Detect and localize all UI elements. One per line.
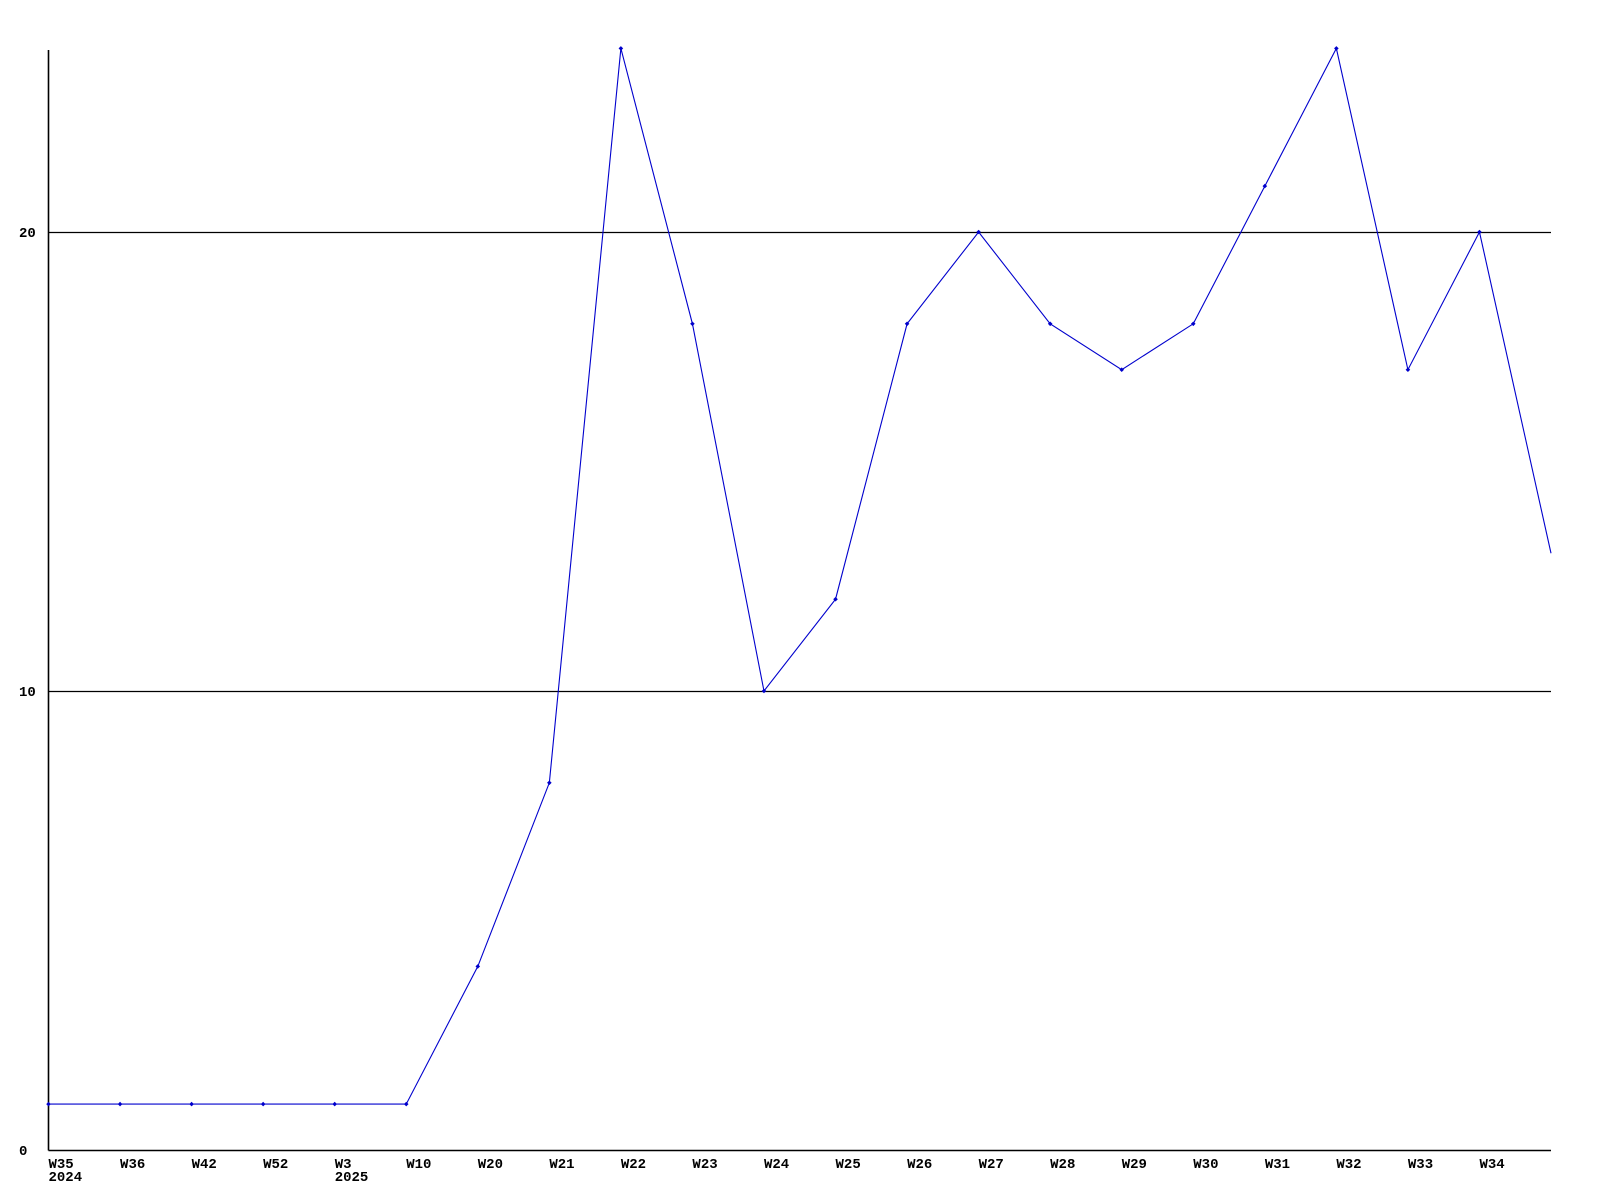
svg-text:W32: W32 [1336, 1157, 1361, 1173]
svg-text:0: 0 [19, 1144, 27, 1160]
svg-text:W31: W31 [1265, 1157, 1290, 1173]
svg-text:W10: W10 [406, 1157, 431, 1173]
svg-text:W25: W25 [836, 1157, 861, 1173]
svg-text:W23: W23 [692, 1157, 717, 1173]
svg-text:W29: W29 [1122, 1157, 1147, 1173]
svg-text:20: 20 [19, 226, 36, 242]
svg-text:W34: W34 [1479, 1157, 1504, 1173]
svg-text:W42: W42 [192, 1157, 217, 1173]
svg-text:W36: W36 [120, 1157, 145, 1173]
svg-text:W21: W21 [549, 1157, 574, 1173]
svg-text:2025: 2025 [335, 1170, 369, 1186]
svg-text:W20: W20 [478, 1157, 503, 1173]
svg-text:W27: W27 [979, 1157, 1004, 1173]
svg-text:2024: 2024 [49, 1170, 83, 1186]
svg-text:W28: W28 [1050, 1157, 1075, 1173]
svg-text:W24: W24 [764, 1157, 789, 1173]
svg-text:10: 10 [19, 685, 36, 701]
svg-text:W30: W30 [1193, 1157, 1218, 1173]
svg-text:W52: W52 [263, 1157, 288, 1173]
svg-text:W33: W33 [1408, 1157, 1433, 1173]
svg-text:W26: W26 [907, 1157, 932, 1173]
svg-text:W22: W22 [621, 1157, 646, 1173]
